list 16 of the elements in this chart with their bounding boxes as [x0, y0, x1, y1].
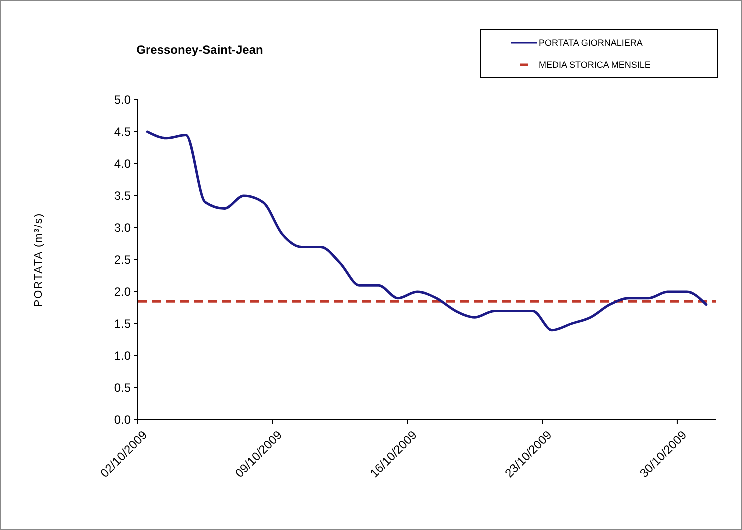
- y-tick-label: 0.0: [114, 413, 132, 428]
- y-tick-label: 1.5: [114, 317, 132, 332]
- y-tick-label: 4.0: [114, 157, 132, 172]
- y-tick-label: 3.5: [114, 189, 132, 204]
- chart-title: Gressoney-Saint-Jean: [136, 43, 264, 57]
- y-tick-label: 3.0: [114, 221, 132, 236]
- legend-label: MEDIA STORICA MENSILE: [539, 60, 651, 70]
- y-tick-label: 5.0: [114, 93, 132, 108]
- legend-label: PORTATA GIORNALIERA: [539, 38, 643, 48]
- line-series: [146, 130, 708, 332]
- y-tick-label: 4.5: [114, 125, 132, 140]
- y-tick-label: 2.0: [114, 285, 132, 300]
- y-tick-label: 0.5: [114, 381, 132, 396]
- y-tick-label: 2.5: [114, 253, 132, 268]
- y-tick-label: 1.0: [114, 349, 132, 364]
- y-axis-title: PORTATA (m³/s): [33, 212, 45, 308]
